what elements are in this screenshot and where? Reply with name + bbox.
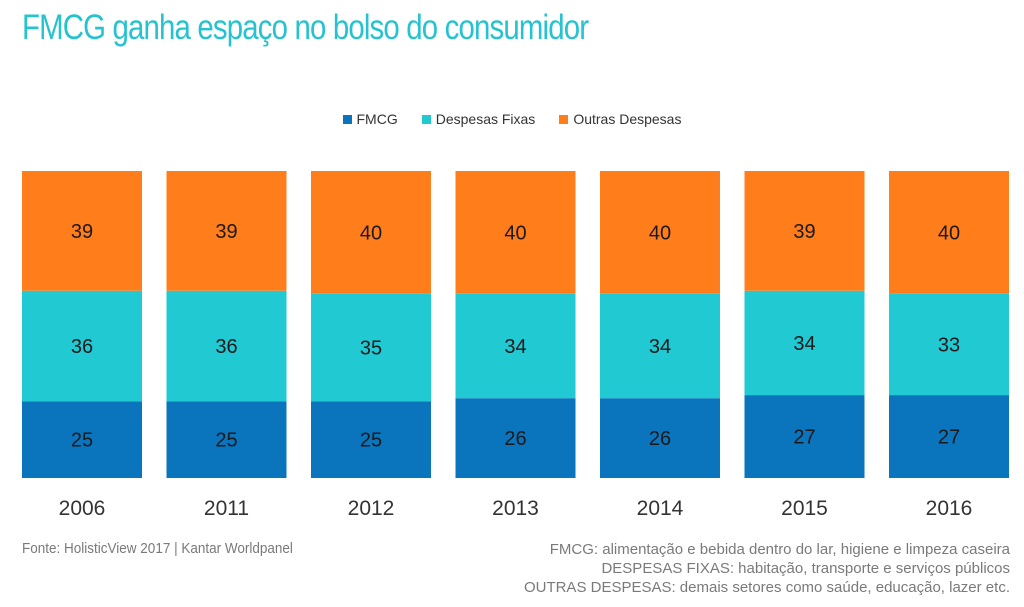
stacked-bar-chart: 25 36 39 2006 25 36 39 2011 25 35 40 2012 26 34 40 2013… — [22, 171, 1009, 520]
legend-swatch-outras-despesas — [559, 114, 569, 124]
data-label-outras-despesas-2015: 39 — [793, 221, 815, 243]
definition-despesas-fixas: DESPESAS FIXAS: habitação, transporte e … — [601, 560, 1010, 577]
data-label-fmcg-2015: 27 — [793, 427, 815, 449]
data-label-fmcg-2016: 27 — [938, 427, 960, 449]
bar-segment-outras-despesas-2016 — [889, 171, 1009, 294]
bar-segment-despesas-fixas-2013 — [455, 293, 576, 399]
x-tick-label-2011: 2011 — [204, 497, 249, 520]
bar-segment-fmcg-2006 — [22, 401, 142, 478]
bar-segment-fmcg-2015 — [744, 395, 865, 478]
x-tick-label-2014: 2014 — [637, 497, 684, 520]
definitions-note: FMCG: alimentação e bebida dentro do lar… — [524, 540, 1010, 597]
x-tick-label-2006: 2006 — [59, 497, 106, 520]
legend-swatch-despesas-fixas — [421, 114, 431, 124]
data-label-outras-despesas-2011: 39 — [215, 221, 237, 243]
data-label-outras-despesas-2014: 40 — [649, 222, 671, 244]
data-label-fmcg-2014: 26 — [649, 428, 671, 450]
chart-title: FMCG ganha espaço no bolso do consumidor — [22, 8, 589, 47]
bar-segment-outras-despesas-2012 — [311, 171, 431, 294]
data-label-fmcg-2006: 25 — [71, 430, 93, 452]
data-label-outras-despesas-2012: 40 — [360, 222, 382, 244]
legend-label-fmcg: FMCG — [356, 111, 398, 127]
x-tick-label-2015: 2015 — [781, 497, 828, 520]
source-note: Fonte: HolisticView 2017 | Kantar Worldp… — [22, 540, 293, 557]
bar-segment-despesas-fixas-2012 — [311, 293, 431, 402]
legend-label-despesas-fixas: Despesas Fixas — [435, 111, 536, 127]
definition-outras-despesas: OUTRAS DESPESAS: demais setores como saú… — [523, 579, 1010, 596]
data-label-fmcg-2012: 25 — [360, 430, 382, 452]
x-tick-label-2013: 2013 — [492, 497, 539, 520]
bar-segment-fmcg-2013 — [455, 398, 576, 478]
bar-segment-despesas-fixas-2016 — [889, 293, 1009, 396]
data-label-outras-despesas-2016: 40 — [938, 222, 960, 244]
bar-segment-despesas-fixas-2014 — [600, 293, 720, 399]
legend-label-outras-despesas: Outras Despesas — [573, 111, 682, 127]
data-label-fmcg-2013: 26 — [504, 428, 526, 450]
bar-segment-despesas-fixas-2015 — [744, 290, 865, 396]
legend-swatch-fmcg — [342, 114, 352, 124]
data-label-outras-despesas-2013: 40 — [504, 222, 526, 244]
data-label-despesas-fixas-2012: 35 — [360, 338, 382, 360]
bar-segment-outras-despesas-2006 — [22, 171, 142, 291]
x-tick-label-2012: 2012 — [348, 497, 395, 520]
bar-segment-fmcg-2016 — [889, 395, 1009, 478]
data-label-despesas-fixas-2016: 33 — [938, 334, 960, 356]
data-label-despesas-fixas-2006: 36 — [71, 336, 93, 358]
bar-segment-fmcg-2014 — [600, 398, 720, 478]
bar-segment-outras-despesas-2014 — [600, 171, 720, 294]
data-label-despesas-fixas-2011: 36 — [215, 336, 237, 358]
legend: FMCG Despesas Fixas Outras Despesas — [0, 111, 1024, 127]
data-label-despesas-fixas-2013: 34 — [504, 336, 526, 358]
bar-segment-outras-despesas-2015 — [744, 171, 865, 291]
bar-segment-despesas-fixas-2006 — [22, 290, 142, 402]
legend-item-despesas-fixas: Despesas Fixas — [421, 111, 536, 127]
bar-segment-outras-despesas-2011 — [166, 171, 287, 291]
bar-segment-fmcg-2012 — [311, 401, 431, 478]
bar-segment-outras-despesas-2013 — [455, 171, 576, 294]
data-label-despesas-fixas-2014: 34 — [649, 336, 671, 358]
bar-segment-despesas-fixas-2011 — [166, 290, 287, 402]
data-label-outras-despesas-2006: 39 — [71, 221, 93, 243]
data-label-fmcg-2011: 25 — [215, 430, 237, 452]
legend-item-outras-despesas: Outras Despesas — [559, 111, 681, 127]
legend-item-fmcg: FMCG — [342, 111, 398, 127]
definition-fmcg: FMCG: alimentação e bebida dentro do lar… — [549, 541, 1010, 558]
x-tick-label-2016: 2016 — [926, 497, 973, 520]
data-label-despesas-fixas-2015: 34 — [793, 333, 815, 355]
bar-segment-fmcg-2011 — [166, 401, 287, 478]
